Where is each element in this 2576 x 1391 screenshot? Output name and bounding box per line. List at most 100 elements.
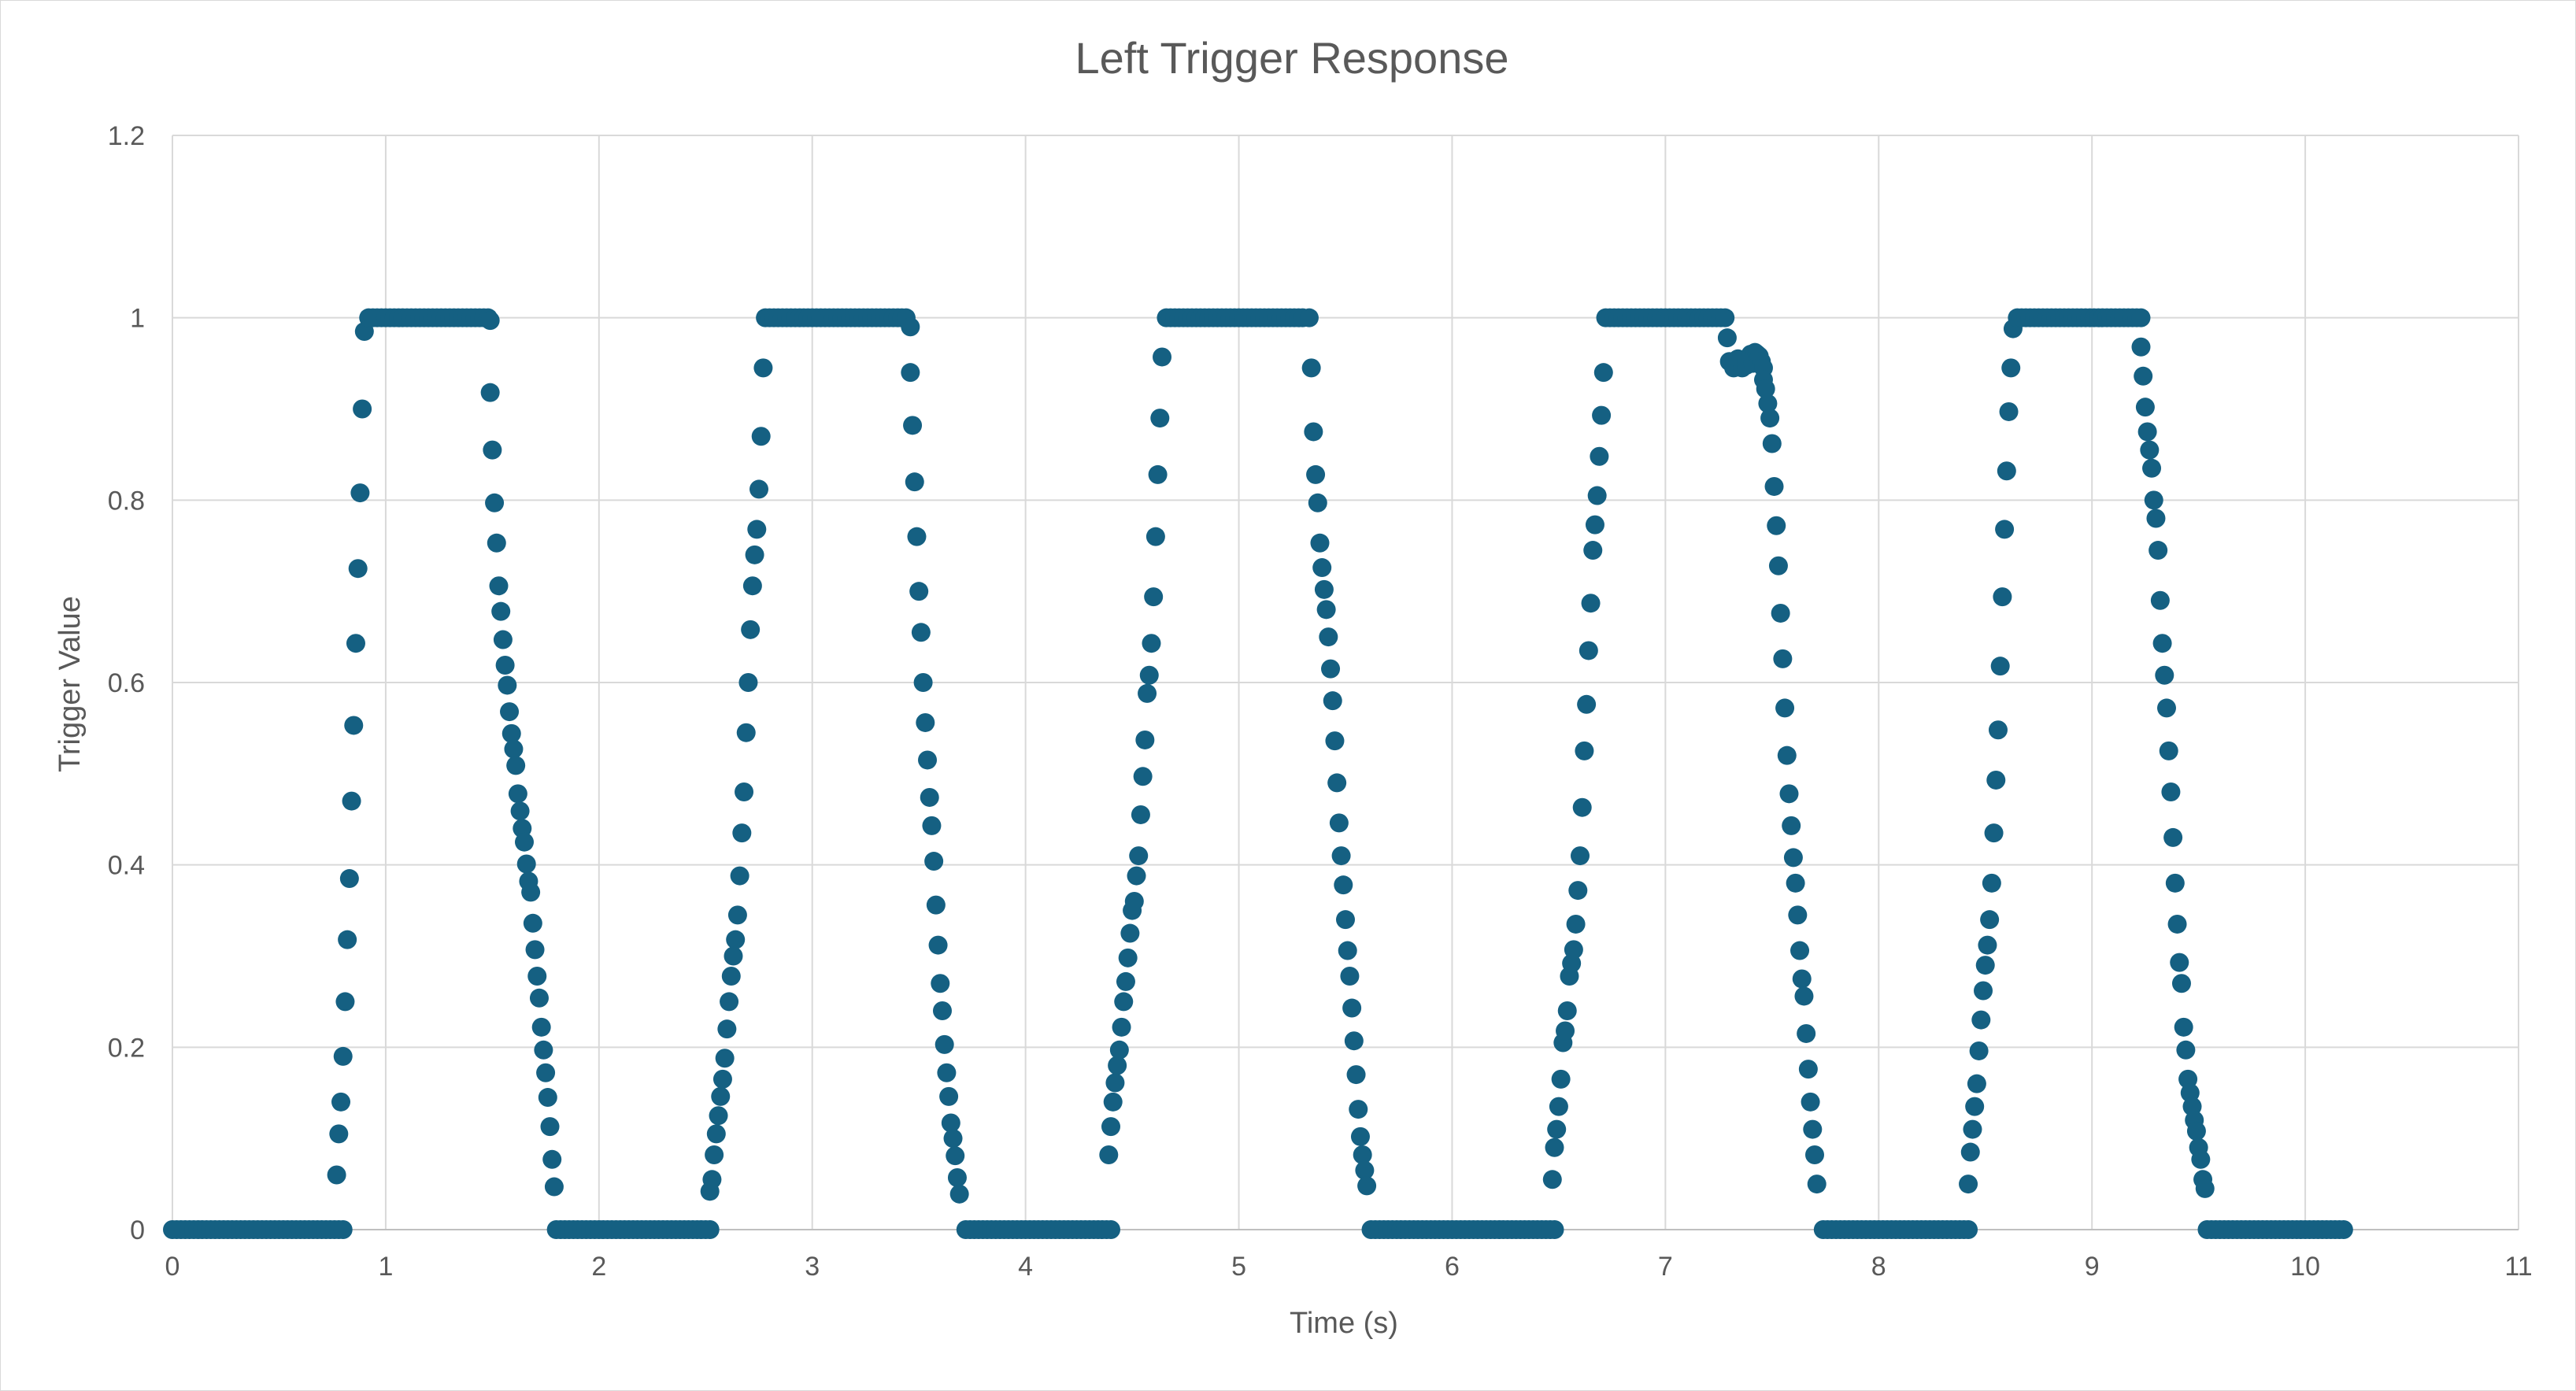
data-point (705, 1145, 724, 1165)
data-point (339, 869, 359, 889)
data-point (1109, 1040, 1129, 1060)
data-point (1975, 956, 1995, 975)
y-tick-labels: 0 0.2 0.4 0.6 0.8 1 1.2 (108, 121, 145, 1245)
data-point (1762, 434, 1782, 453)
data-point (542, 1149, 562, 1169)
data-point (2149, 541, 2168, 560)
data-point (1116, 971, 1135, 991)
data-point (932, 1001, 952, 1020)
data-point (2165, 873, 2185, 893)
x-tick-label: 8 (1871, 1252, 1886, 1282)
data-point (344, 716, 364, 735)
data-point (1327, 773, 1347, 793)
data-point (1342, 998, 1362, 1018)
data-point (1978, 935, 1997, 955)
data-point (738, 673, 758, 692)
data-point (348, 559, 368, 579)
data-point (1146, 527, 1165, 546)
data-point (1357, 1176, 1377, 1196)
data-point (516, 854, 536, 874)
data-point (1995, 520, 2015, 539)
data-point (500, 702, 520, 722)
data-point (745, 545, 764, 564)
data-point (1777, 745, 1797, 765)
y-tick-label: 0.6 (108, 668, 145, 698)
data-point (947, 1167, 967, 1187)
x-tick-label: 5 (1231, 1252, 1246, 1282)
data-point (1331, 846, 1351, 866)
data-point (1321, 659, 1341, 679)
data-point (1131, 805, 1150, 824)
data-point (1782, 816, 1801, 835)
data-point (1338, 941, 1357, 960)
data-point (1103, 1092, 1123, 1112)
data-point (1545, 1138, 1564, 1157)
data-point (2170, 953, 2189, 972)
data-point (1564, 940, 1583, 960)
data-point (1575, 741, 1594, 760)
data-point (2161, 782, 2181, 801)
data-point (1786, 873, 1805, 893)
data-point (1139, 665, 1159, 685)
data-point (1805, 1145, 1824, 1165)
data-point (1133, 767, 1153, 786)
data-point (1993, 587, 2012, 607)
data-point (2144, 490, 2163, 510)
data-point (1768, 556, 1788, 575)
data-point (937, 1063, 957, 1082)
data-point (1572, 797, 1592, 817)
data-point (922, 816, 942, 835)
data-point (1801, 1092, 1820, 1112)
data-point (493, 630, 513, 649)
data-point (2191, 1149, 2211, 1169)
data-point (1299, 308, 1319, 327)
data-point (712, 1069, 732, 1089)
data-point (2146, 509, 2166, 528)
data-point (920, 787, 939, 807)
data-point (1807, 1175, 1827, 1194)
data-point (931, 974, 950, 993)
x-tick-labels: 0 1 2 3 4 5 6 7 8 9 10 11 (165, 1252, 2533, 1282)
data-point (711, 1086, 731, 1106)
data-point (483, 440, 502, 460)
data-point (1715, 308, 1735, 327)
data-point (1334, 875, 1353, 895)
data-point (515, 832, 534, 852)
data-point (1114, 992, 1134, 1012)
data-point (1312, 558, 1332, 578)
data-point (491, 601, 511, 621)
data-point (926, 895, 946, 915)
data-point (1568, 881, 1588, 901)
data-point (1990, 657, 2010, 676)
data-point (1340, 966, 1360, 986)
data-point (1980, 910, 2000, 930)
data-point (1788, 905, 1808, 925)
data-point (510, 801, 530, 821)
data-point (1566, 914, 1586, 934)
x-tick-label: 0 (165, 1252, 180, 1282)
y-tick-label: 0.8 (108, 486, 145, 516)
data-point (1792, 969, 1812, 989)
data-point (901, 363, 920, 383)
data-point (741, 620, 761, 639)
data-point (1557, 1001, 1577, 1020)
data-point (1592, 405, 1612, 425)
data-point (327, 1165, 346, 1185)
data-point (1112, 1017, 1131, 1037)
data-point (1153, 347, 1172, 367)
x-tick-label: 6 (1445, 1252, 1460, 1282)
data-point (1775, 698, 1795, 718)
data-point (1310, 533, 1330, 553)
data-point (1967, 1074, 1986, 1093)
data-point (2163, 827, 2183, 847)
data-point (1129, 846, 1149, 866)
data-point (749, 479, 768, 499)
data-point (346, 634, 365, 653)
data-point (1127, 866, 1146, 886)
data-point (724, 946, 743, 966)
data-point (2186, 1121, 2206, 1141)
x-tick-label: 1 (378, 1252, 393, 1282)
data-point (709, 1106, 728, 1126)
data-point (480, 311, 500, 331)
